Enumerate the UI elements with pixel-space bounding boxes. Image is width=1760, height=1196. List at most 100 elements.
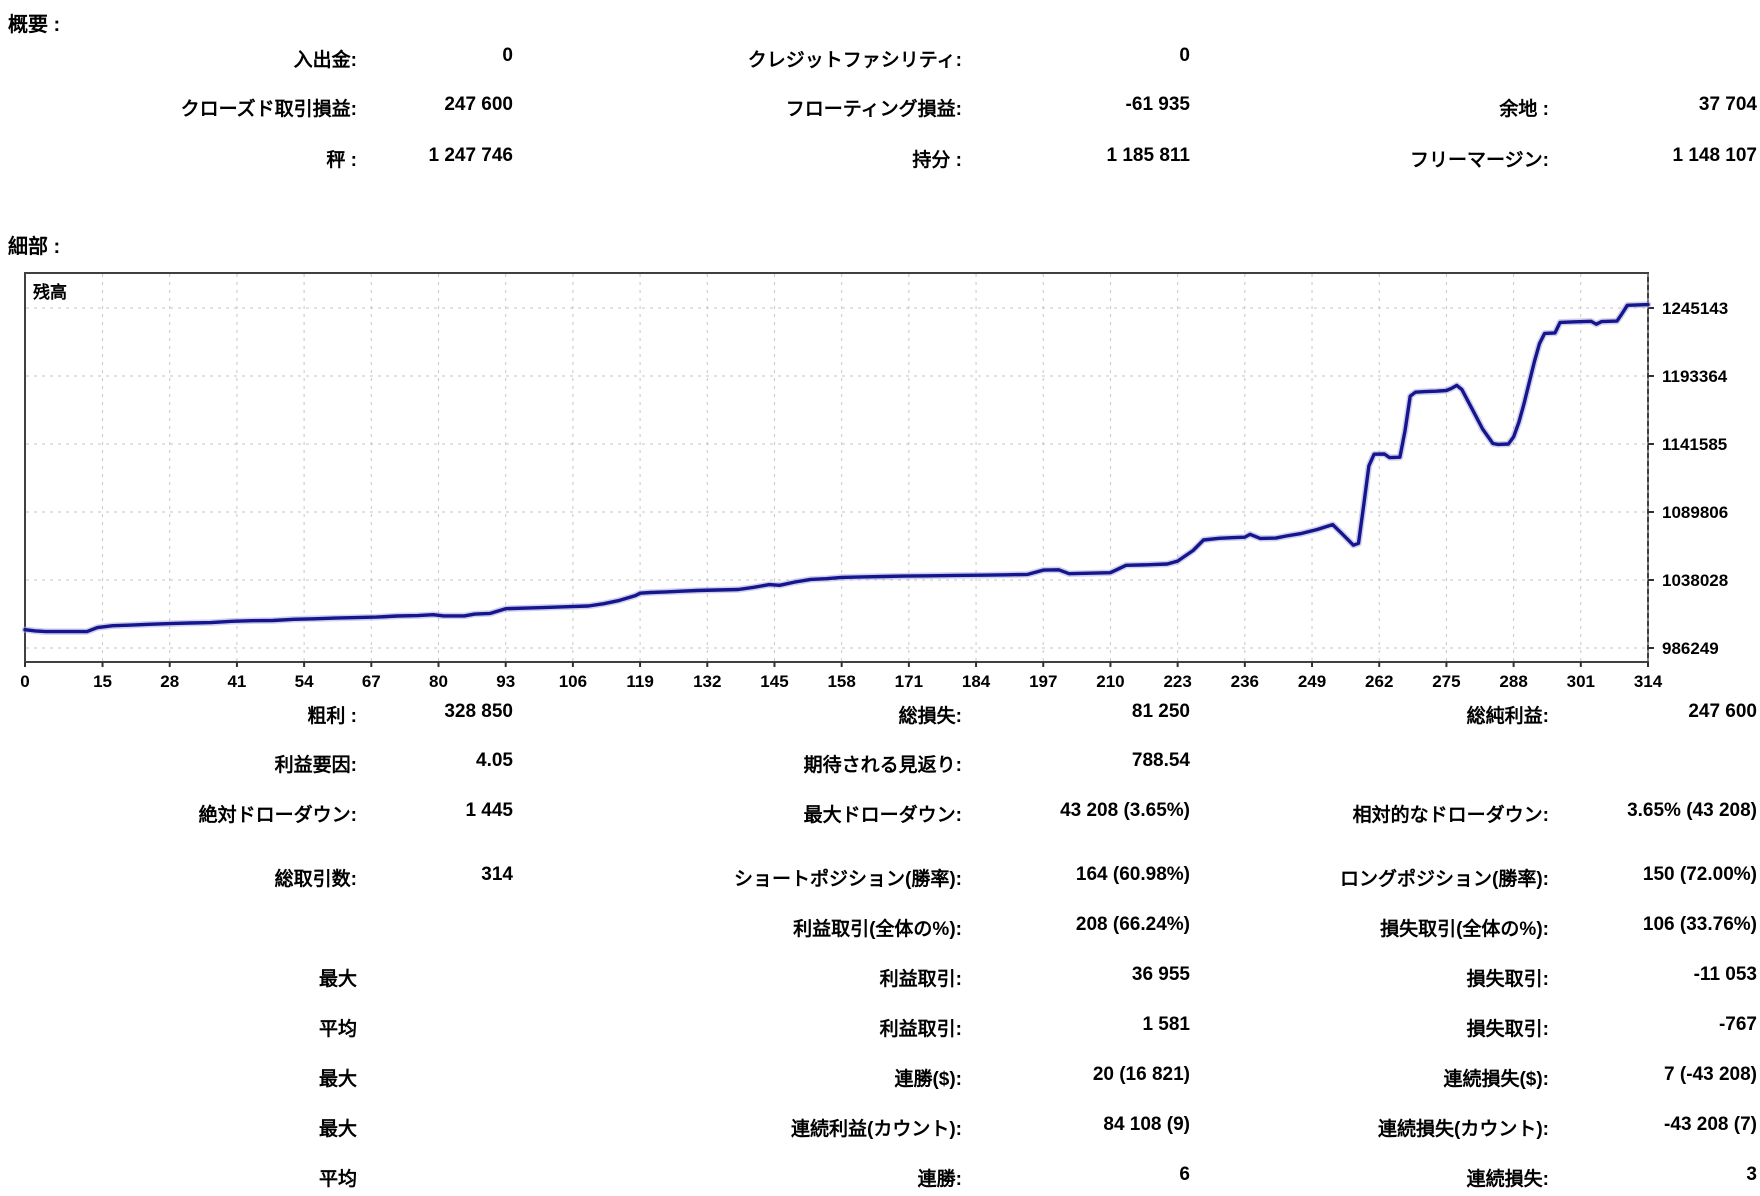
stat-label: 秤 :: [326, 150, 357, 171]
summary-row: 入出金: 0 クレジットファシリティ: 0: [0, 45, 1760, 71]
stats-row: 粗利 : 328 850 総損失: 81 250 総純利益: 247 600: [0, 701, 1760, 727]
stat-value: 37 704: [1698, 94, 1757, 115]
stat-label: 総損失:: [898, 706, 962, 727]
stats-row: 平均 連勝: 6 連続損失: 3: [0, 1164, 1760, 1190]
stat-value: 247 600: [1688, 701, 1757, 722]
x-axis-tick-label: 171: [895, 672, 923, 691]
stat-value: -61 935: [1125, 94, 1190, 115]
stat-label: 相対的なドローダウン:: [1352, 805, 1549, 826]
stat-value: 788.54: [1131, 750, 1190, 771]
stat-value: 150 (72.00%): [1642, 864, 1757, 885]
stat-label: 総純利益:: [1466, 706, 1549, 727]
stat-label: 最大: [318, 1119, 357, 1140]
stat-label: 利益要因:: [274, 755, 357, 776]
stat-value: 84 108 (9): [1103, 1114, 1190, 1135]
x-axis-tick-label: 106: [559, 672, 587, 691]
stat-value: 314: [481, 864, 513, 885]
stats-row: 最大 連続利益(カウント): 84 108 (9) 連続損失(カウント): -4…: [0, 1114, 1760, 1140]
stat-value: 6: [1179, 1164, 1190, 1185]
x-axis-tick-label: 0: [20, 672, 29, 691]
stat-value: 4.05: [476, 750, 513, 771]
stat-label: 最大: [318, 1069, 357, 1090]
stat-label: 損失取引:: [1466, 969, 1549, 990]
stat-label: 絶対ドローダウン:: [198, 805, 357, 826]
x-axis-tick-label: 28: [160, 672, 179, 691]
stat-label: 平均: [318, 1019, 357, 1040]
x-axis-tick-label: 15: [93, 672, 112, 691]
stats-row: 利益要因: 4.05 期待される見返り: 788.54: [0, 750, 1760, 776]
stat-value: 20 (16 821): [1092, 1064, 1190, 1085]
y-axis-tick-label: 1141585: [1662, 435, 1727, 454]
y-axis-tick-label: 1193364: [1662, 367, 1728, 386]
y-axis-tick-label: 1089806: [1662, 503, 1728, 522]
stat-value: 1 247 746: [428, 145, 513, 166]
stat-value: 164 (60.98%): [1075, 864, 1190, 885]
stat-label: クローズド取引損益:: [180, 99, 357, 120]
stat-value: 208 (66.24%): [1075, 914, 1190, 935]
stat-label: 平均: [318, 1169, 357, 1190]
stat-value: 1 445: [465, 800, 513, 821]
stat-label: 損失取引(全体の%):: [1380, 919, 1549, 940]
x-axis-tick-label: 93: [496, 672, 515, 691]
y-axis-tick-label: 986249: [1662, 639, 1719, 658]
x-axis-tick-label: 288: [1499, 672, 1527, 691]
x-axis-tick-label: 132: [693, 672, 721, 691]
stat-label: 粗利 :: [307, 706, 357, 727]
stat-label: 連勝:: [917, 1169, 962, 1190]
stat-label: 利益取引:: [879, 1019, 962, 1040]
stat-value: 247 600: [444, 94, 513, 115]
x-axis-tick-label: 262: [1365, 672, 1393, 691]
chart-series-title: 残高: [33, 282, 67, 302]
x-axis-tick-label: 249: [1298, 672, 1326, 691]
stat-value: 1 185 811: [1106, 145, 1190, 166]
summary-section-title: 概要 :: [8, 14, 61, 36]
chart-plot-area: [24, 272, 1649, 663]
stats-row: 最大 利益取引: 36 955 損失取引: -11 053: [0, 964, 1760, 990]
stat-value: 328 850: [444, 701, 513, 722]
y-axis-tick-label: 1038028: [1662, 571, 1728, 590]
x-axis-tick-label: 54: [295, 672, 314, 691]
stat-label: フリーマージン:: [1410, 150, 1549, 171]
stat-label: 利益取引(全体の%):: [793, 919, 962, 940]
stat-label: 持分 :: [912, 150, 962, 171]
summary-row: クローズド取引損益: 247 600 フローティング損益: -61 935 余地…: [0, 94, 1760, 120]
stat-label: 最大ドローダウン:: [803, 805, 962, 826]
x-axis-tick-label: 197: [1029, 672, 1057, 691]
stats-row: 平均 利益取引: 1 581 損失取引: -767: [0, 1014, 1760, 1040]
x-axis-tick-label: 236: [1231, 672, 1259, 691]
stats-row: 最大 連勝($): 20 (16 821) 連続損失($): 7 (-43 20…: [0, 1064, 1760, 1090]
stat-value: -767: [1718, 1014, 1757, 1035]
x-axis-tick-label: 314: [1634, 672, 1663, 691]
stat-value: -43 208 (7): [1664, 1114, 1757, 1135]
stat-label: 余地 :: [1499, 99, 1549, 120]
x-axis-tick-label: 80: [429, 672, 448, 691]
stat-value: -11 053: [1693, 964, 1757, 985]
stats-row: 総取引数: 314 ショートポジション(勝率): 164 (60.98%) ロン…: [0, 864, 1760, 890]
x-axis-tick-label: 275: [1432, 672, 1460, 691]
stat-value: 1 148 107: [1672, 145, 1757, 166]
stat-label: ロングポジション(勝率):: [1340, 869, 1549, 890]
stat-label: 利益取引:: [879, 969, 962, 990]
stat-label: ショートポジション(勝率):: [734, 869, 962, 890]
stat-value: 3: [1746, 1164, 1757, 1185]
stat-value: 43 208 (3.65%): [1060, 800, 1190, 821]
stat-value: 36 955: [1131, 964, 1190, 985]
stat-label: 最大: [318, 969, 357, 990]
stat-label: 連続利益(カウント):: [791, 1119, 962, 1140]
stat-label: 総取引数:: [274, 869, 357, 890]
stat-label: フローティング損益:: [785, 99, 962, 120]
balance-line: [23, 302, 1650, 634]
stats-row: 利益取引(全体の%): 208 (66.24%) 損失取引(全体の%): 106…: [0, 914, 1760, 940]
details-section-title: 細部 :: [8, 236, 61, 258]
stat-value: 1 581: [1142, 1014, 1190, 1035]
stat-value: 3.65% (43 208): [1627, 800, 1757, 821]
stat-label: 連続損失(カウント):: [1378, 1119, 1549, 1140]
x-axis-tick-label: 301: [1567, 672, 1595, 691]
x-axis-tick-label: 119: [626, 672, 653, 691]
stat-label: 損失取引:: [1466, 1019, 1549, 1040]
stat-label: 連続損失($):: [1443, 1069, 1549, 1090]
y-axis-tick-label: 1245143: [1662, 299, 1728, 318]
x-axis-tick-label: 210: [1096, 672, 1124, 691]
x-axis-tick-label: 158: [827, 672, 855, 691]
stat-value: 81 250: [1131, 701, 1190, 722]
